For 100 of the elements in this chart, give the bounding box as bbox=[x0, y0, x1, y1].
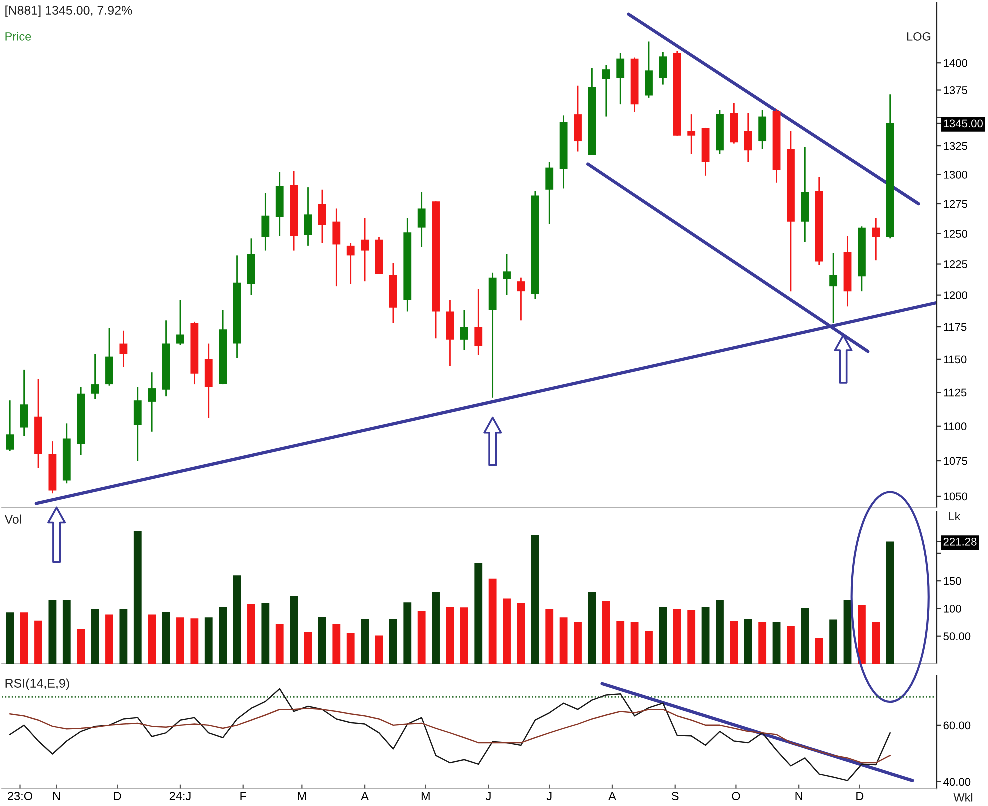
bar bbox=[219, 607, 228, 664]
bar bbox=[91, 609, 100, 664]
x-tick-label: 24:J bbox=[170, 792, 191, 800]
bar bbox=[318, 617, 326, 664]
y-tick-label: 1225 bbox=[944, 260, 968, 268]
x-tick-label: M bbox=[298, 792, 306, 800]
candlestick bbox=[474, 288, 483, 356]
x-tick-label: J bbox=[486, 792, 491, 800]
x-tick-label: J bbox=[546, 792, 552, 800]
x-tick-label: D bbox=[856, 792, 864, 800]
bar bbox=[758, 622, 767, 664]
bar bbox=[290, 596, 298, 664]
y-tick-label: 1100 bbox=[944, 422, 967, 431]
bar bbox=[204, 618, 213, 664]
bar bbox=[787, 626, 795, 664]
line-series bbox=[9, 708, 891, 764]
x-tick-label: 23:O bbox=[8, 792, 32, 800]
bar bbox=[517, 603, 526, 664]
bar bbox=[673, 609, 682, 664]
text: Wkl bbox=[954, 793, 973, 802]
bar bbox=[48, 600, 57, 664]
bar bbox=[304, 632, 312, 664]
bar bbox=[361, 619, 370, 664]
candlestick bbox=[6, 400, 14, 452]
y-tick-label: 40.00 bbox=[944, 778, 971, 786]
x-tick-label: M bbox=[422, 792, 430, 800]
y-tick-label: 1200 bbox=[944, 292, 968, 300]
bar bbox=[546, 609, 554, 664]
x-tick-label: O bbox=[732, 792, 740, 800]
y-tick-label: 1325 bbox=[944, 142, 968, 150]
y-tick-label: 1250 bbox=[944, 230, 968, 238]
candlestick bbox=[20, 369, 28, 437]
candlestick bbox=[346, 242, 355, 285]
bar bbox=[858, 605, 866, 664]
y-tick-label: 100 bbox=[944, 604, 962, 613]
bar bbox=[375, 636, 384, 664]
bar bbox=[248, 604, 256, 664]
bar bbox=[630, 622, 639, 664]
bar bbox=[134, 531, 142, 664]
bar bbox=[574, 622, 582, 664]
x-tick-label: N bbox=[796, 792, 802, 800]
bar bbox=[162, 612, 170, 664]
bar bbox=[262, 603, 270, 664]
bar bbox=[616, 621, 625, 664]
bar bbox=[844, 600, 852, 664]
chart-title: Vol bbox=[4, 514, 22, 524]
bar bbox=[276, 624, 284, 664]
bar bbox=[446, 607, 454, 664]
y-tick-label: 60.00 bbox=[944, 722, 971, 730]
bar bbox=[190, 618, 199, 664]
bar bbox=[474, 563, 483, 664]
bar bbox=[62, 600, 71, 664]
candlestick bbox=[744, 112, 752, 163]
bar bbox=[588, 592, 596, 664]
annotation: Price bbox=[6, 32, 32, 41]
bar bbox=[418, 610, 426, 664]
candlestick bbox=[517, 277, 526, 322]
candlestick bbox=[616, 52, 625, 106]
bar bbox=[20, 612, 28, 664]
candlestick bbox=[460, 310, 468, 351]
bar bbox=[872, 622, 880, 664]
chart-title: RSI(14,E,9) bbox=[6, 678, 70, 690]
bar bbox=[503, 598, 511, 664]
candlestick bbox=[91, 354, 100, 400]
bar bbox=[34, 620, 42, 664]
y-tick-label: 1125 bbox=[944, 388, 967, 397]
y-tick-label: 1345.00 bbox=[944, 120, 983, 128]
bar bbox=[602, 602, 610, 664]
candlestick bbox=[262, 192, 270, 252]
bar bbox=[886, 542, 894, 664]
candlestick bbox=[318, 189, 326, 244]
bar bbox=[772, 622, 781, 664]
bar bbox=[702, 607, 710, 664]
bar bbox=[176, 618, 184, 664]
y-tick-label: 1275 bbox=[944, 200, 968, 208]
bar bbox=[531, 535, 540, 664]
y-tick-label: 1150 bbox=[944, 356, 967, 364]
y-tick-label: 1075 bbox=[944, 457, 968, 466]
bar bbox=[659, 607, 668, 664]
candlestick bbox=[148, 372, 156, 433]
candlestick bbox=[176, 300, 184, 346]
bar bbox=[106, 614, 114, 664]
bar bbox=[404, 602, 412, 664]
y-tick-label: 50.00 bbox=[944, 632, 971, 640]
bar bbox=[120, 609, 128, 664]
candlestick bbox=[659, 52, 668, 86]
candlestick bbox=[361, 218, 370, 282]
candlestick bbox=[120, 330, 128, 368]
y-tick-label: 1175 bbox=[944, 323, 967, 332]
bar bbox=[77, 629, 86, 664]
candlestick bbox=[418, 192, 426, 248]
bar bbox=[716, 600, 724, 664]
bar bbox=[460, 608, 468, 664]
y-tick-label: 1375 bbox=[944, 86, 968, 94]
candlestick bbox=[872, 218, 880, 262]
x-tick-label: S bbox=[672, 792, 679, 800]
candlestick bbox=[688, 114, 696, 155]
y-tick-label: 1300 bbox=[944, 171, 968, 179]
bar bbox=[148, 614, 156, 664]
bar bbox=[688, 610, 696, 664]
